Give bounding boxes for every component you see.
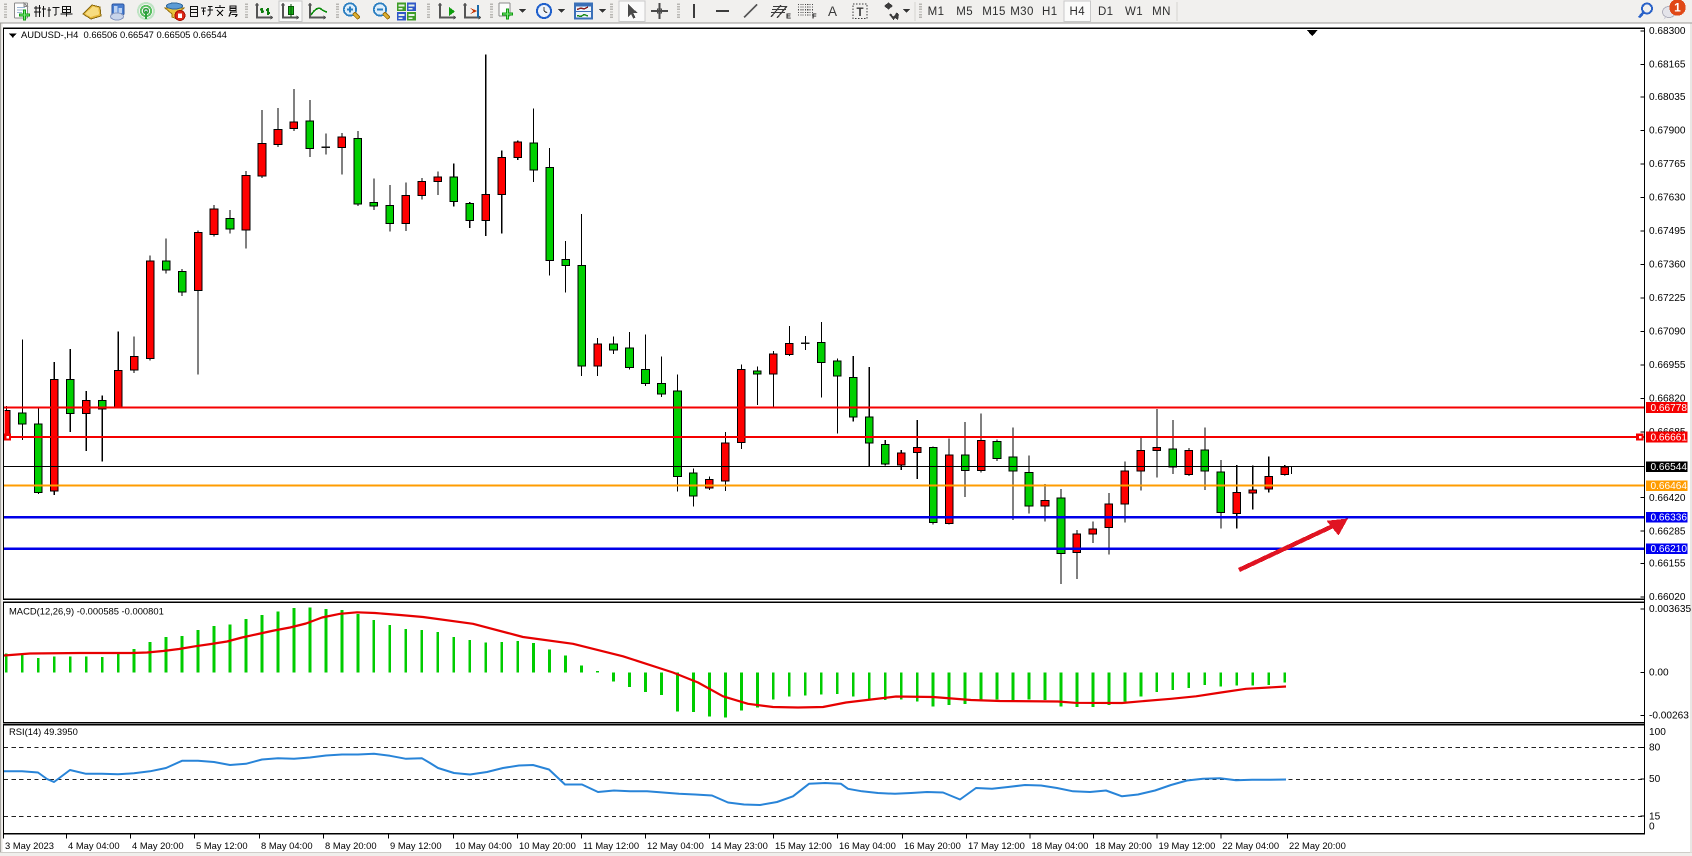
svg-text:18 May 20:00: 18 May 20:00: [1095, 840, 1152, 851]
svg-text:12 May 04:00: 12 May 04:00: [647, 840, 704, 851]
svg-text:0.66020: 0.66020: [1649, 592, 1686, 603]
svg-text:4 May 20:00: 4 May 20:00: [132, 840, 184, 851]
svg-text:80: 80: [1649, 743, 1661, 754]
svg-text:0.66420: 0.66420: [1649, 493, 1686, 504]
svg-text:16 May 04:00: 16 May 04:00: [839, 840, 896, 851]
svg-text:F: F: [812, 12, 817, 21]
svg-text:0.66336: 0.66336: [1651, 513, 1688, 524]
svg-text:MACD(12,26,9) -0.000585 -0.000: MACD(12,26,9) -0.000585 -0.000801: [9, 606, 164, 617]
svg-text:0.67900: 0.67900: [1649, 126, 1686, 137]
svg-text:T: T: [857, 7, 864, 19]
svg-text:0.00: 0.00: [1649, 668, 1669, 679]
svg-text:D1: D1: [1098, 6, 1114, 18]
svg-text:0.66285: 0.66285: [1649, 526, 1686, 537]
svg-text:15: 15: [1649, 811, 1661, 822]
svg-text:5 May 12:00: 5 May 12:00: [196, 840, 248, 851]
svg-text:22 May 20:00: 22 May 20:00: [1289, 840, 1346, 851]
svg-text:0.66820: 0.66820: [1649, 394, 1686, 405]
svg-text:0.68035: 0.68035: [1649, 92, 1686, 103]
svg-text:0.68165: 0.68165: [1649, 60, 1686, 71]
svg-text:0.003635: 0.003635: [1649, 604, 1691, 615]
svg-text:M30: M30: [1010, 6, 1034, 18]
svg-text:9 May 12:00: 9 May 12:00: [390, 840, 442, 851]
svg-text:22 May 04:00: 22 May 04:00: [1222, 840, 1279, 851]
svg-text:0.67495: 0.67495: [1649, 226, 1686, 237]
svg-text:0.67225: 0.67225: [1649, 293, 1686, 304]
svg-text:0: 0: [1649, 822, 1655, 833]
svg-text:16 May 20:00: 16 May 20:00: [904, 840, 961, 851]
svg-text:18 May 04:00: 18 May 04:00: [1032, 840, 1089, 851]
svg-text:11 May 12:00: 11 May 12:00: [583, 840, 639, 851]
svg-text:0.66955: 0.66955: [1649, 360, 1686, 371]
svg-text:M1: M1: [928, 6, 945, 18]
svg-text:0.67360: 0.67360: [1649, 260, 1686, 271]
svg-text:19 May 12:00: 19 May 12:00: [1159, 840, 1216, 851]
svg-text:17 May 12:00: 17 May 12:00: [968, 840, 1025, 851]
svg-text:0.67765: 0.67765: [1649, 159, 1686, 170]
svg-text:-0.00263: -0.00263: [1649, 711, 1689, 722]
svg-text:M5: M5: [956, 6, 973, 18]
svg-text:AUDUSD-,H4 0.66506 0.66547 0.: AUDUSD-,H4 0.66506 0.66547 0.66505 0.665…: [21, 29, 227, 40]
svg-text:RSI(14) 49.3950: RSI(14) 49.3950: [9, 726, 78, 737]
svg-text:0.66661: 0.66661: [1651, 432, 1688, 443]
svg-text:W1: W1: [1125, 6, 1143, 18]
svg-text:0.66155: 0.66155: [1649, 559, 1686, 570]
svg-text:0.67090: 0.67090: [1649, 327, 1686, 338]
svg-text:10 May 04:00: 10 May 04:00: [455, 840, 512, 851]
svg-text:0.66544: 0.66544: [1651, 462, 1688, 473]
svg-text:1: 1: [1674, 1, 1681, 15]
svg-text:100: 100: [1649, 727, 1666, 738]
svg-text:14 May 23:00: 14 May 23:00: [711, 840, 768, 851]
svg-text:3 May 2023: 3 May 2023: [5, 840, 54, 851]
svg-text:8 May 20:00: 8 May 20:00: [325, 840, 377, 851]
svg-text:H4: H4: [1070, 6, 1086, 18]
svg-text:15 May 12:00: 15 May 12:00: [775, 840, 832, 851]
svg-text:H1: H1: [1042, 6, 1058, 18]
svg-text:0.67630: 0.67630: [1649, 193, 1686, 204]
svg-text:10 May 20:00: 10 May 20:00: [519, 840, 576, 851]
svg-text:50: 50: [1649, 774, 1661, 785]
svg-text:0.68300: 0.68300: [1649, 26, 1686, 37]
svg-text:E: E: [786, 12, 791, 21]
svg-text:4 May 04:00: 4 May 04:00: [68, 840, 120, 851]
svg-text:M15: M15: [982, 6, 1006, 18]
svg-text:A: A: [828, 4, 837, 19]
svg-text:0.66464: 0.66464: [1651, 481, 1688, 492]
svg-text:MN: MN: [1152, 6, 1171, 18]
svg-text:8 May 04:00: 8 May 04:00: [261, 840, 313, 851]
svg-text:0.66778: 0.66778: [1651, 403, 1688, 414]
svg-text:0.66210: 0.66210: [1651, 544, 1688, 555]
